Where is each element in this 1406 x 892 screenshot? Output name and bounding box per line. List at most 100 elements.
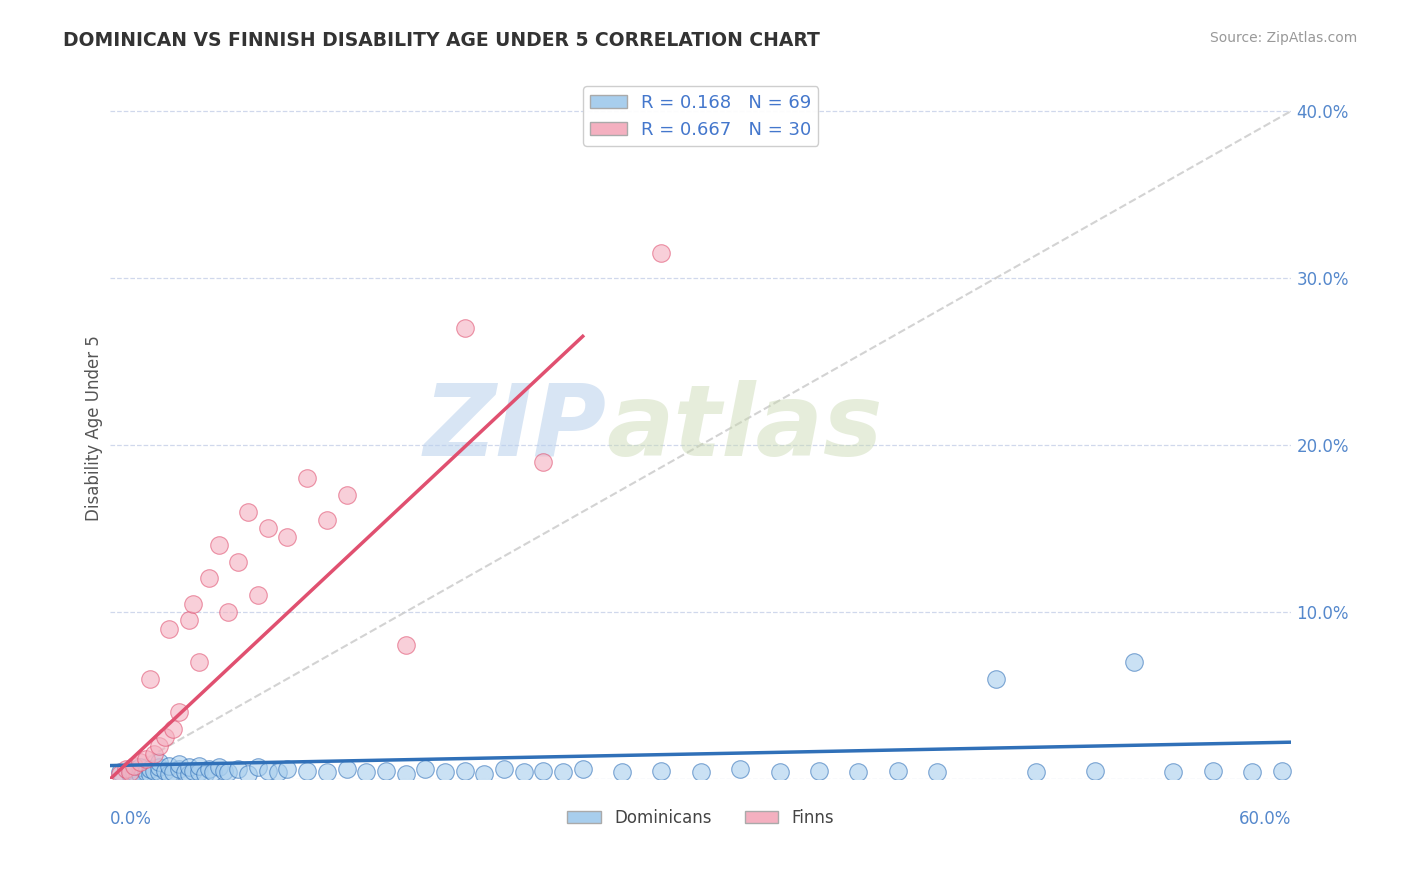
Y-axis label: Disability Age Under 5: Disability Age Under 5 [86, 335, 103, 521]
Point [187, 655, 209, 669]
Point [512, 765, 534, 780]
Point [1241, 765, 1264, 780]
Point [394, 638, 416, 652]
Point [354, 765, 377, 780]
Point [610, 765, 633, 780]
Point [1025, 765, 1047, 780]
Point [177, 613, 200, 627]
Point [256, 764, 278, 778]
Point [226, 762, 249, 776]
Point [394, 767, 416, 781]
Point [214, 764, 236, 778]
Point [118, 762, 141, 776]
Point [155, 730, 177, 744]
Point [335, 488, 357, 502]
Point [167, 762, 190, 776]
Point [108, 767, 131, 781]
Point [1271, 764, 1294, 778]
Point [207, 538, 229, 552]
Point [472, 767, 495, 781]
Point [1163, 765, 1185, 780]
Point [413, 762, 436, 776]
Point [551, 765, 574, 780]
Point [236, 767, 259, 781]
Text: Source: ZipAtlas.com: Source: ZipAtlas.com [1209, 31, 1357, 45]
Point [246, 588, 269, 602]
Point [138, 767, 160, 781]
Point [135, 752, 157, 766]
Point [728, 762, 751, 776]
Point [1202, 764, 1225, 778]
Point [162, 722, 184, 736]
Point [174, 765, 197, 780]
Point [148, 739, 170, 753]
Point [453, 321, 475, 335]
Point [181, 597, 204, 611]
Point [986, 672, 1008, 686]
Point [846, 765, 869, 780]
Point [142, 747, 165, 761]
Point [118, 765, 141, 780]
Point [256, 521, 278, 535]
Point [197, 762, 219, 776]
Point [433, 765, 456, 780]
Text: ZIP: ZIP [423, 380, 606, 476]
Text: DOMINICAN VS FINNISH DISABILITY AGE UNDER 5 CORRELATION CHART: DOMINICAN VS FINNISH DISABILITY AGE UNDE… [63, 31, 820, 50]
Point [157, 767, 180, 781]
Point [295, 764, 318, 778]
Point [187, 765, 209, 780]
Text: atlas: atlas [606, 380, 883, 476]
Point [315, 513, 337, 527]
Point [453, 764, 475, 778]
Point [236, 505, 259, 519]
Point [122, 765, 145, 780]
Point [194, 767, 217, 781]
Point [148, 756, 170, 770]
Point [886, 764, 908, 778]
Point [531, 764, 554, 778]
Point [1084, 764, 1107, 778]
Point [276, 762, 298, 776]
Point [197, 572, 219, 586]
Point [118, 767, 141, 781]
Point [167, 756, 190, 771]
Text: 0.0%: 0.0% [110, 811, 152, 829]
Point [768, 765, 790, 780]
Point [128, 767, 150, 781]
Point [295, 471, 318, 485]
Point [217, 765, 239, 780]
Point [650, 764, 672, 778]
Text: 60.0%: 60.0% [1239, 811, 1292, 829]
Point [122, 758, 145, 772]
Point [246, 760, 269, 774]
Point [492, 762, 515, 776]
Point [142, 764, 165, 778]
Point [266, 765, 288, 780]
Point [807, 764, 830, 778]
Point [650, 245, 672, 260]
Point [689, 765, 711, 780]
Point [128, 760, 150, 774]
Point [108, 765, 131, 780]
Point [128, 756, 150, 770]
Point [217, 605, 239, 619]
Point [167, 705, 190, 719]
Point [138, 762, 160, 776]
Point [148, 760, 170, 774]
Point [177, 760, 200, 774]
Point [1123, 655, 1146, 669]
Point [276, 530, 298, 544]
Point [927, 765, 949, 780]
Point [177, 767, 200, 781]
Point [148, 765, 170, 780]
Point [157, 758, 180, 772]
Point [201, 765, 224, 780]
Legend: Dominicans, Finns: Dominicans, Finns [561, 803, 841, 834]
Point [571, 762, 593, 776]
Point [335, 762, 357, 776]
Point [315, 765, 337, 780]
Point [157, 622, 180, 636]
Point [162, 765, 184, 780]
Point [115, 762, 138, 776]
Point [374, 764, 396, 778]
